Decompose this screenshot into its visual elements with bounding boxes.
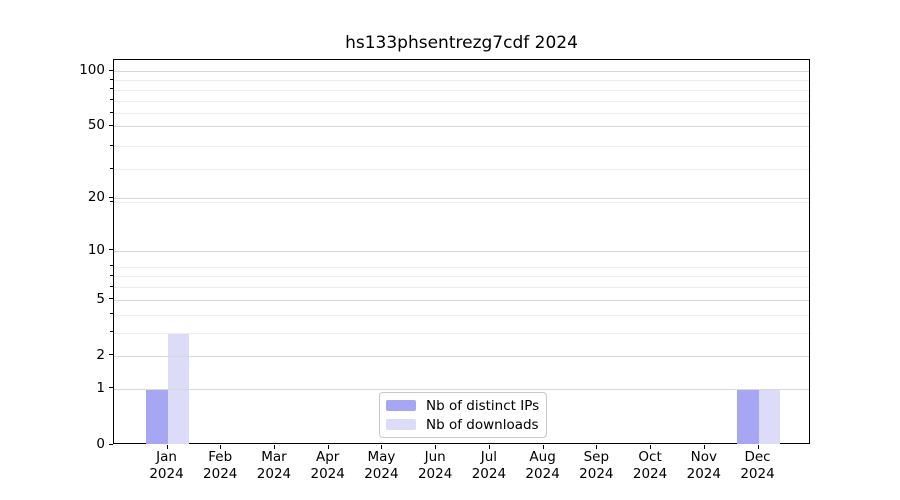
x-tick-mark [703,445,705,449]
x-tick-mark [488,445,490,449]
minor-gridline [114,202,809,204]
minor-gridline [114,80,809,82]
x-tick-mark [381,445,383,449]
x-tick-label-jul: Jul 2024 [471,449,507,482]
minor-gridline [114,100,809,102]
x-tick-label-nov: Nov 2024 [686,449,721,482]
x-tick-mark [166,445,168,449]
legend-label-distinct-ips: Nb of distinct IPs [426,397,540,414]
x-tick-label-sep: Sep 2024 [579,449,614,482]
minor-gridline [114,169,809,171]
y-tick-label: 10 [87,241,105,258]
minor-gridline [114,332,809,334]
minor-gridline [114,276,809,278]
plot-area [113,59,810,444]
major-gridline [114,388,809,390]
major-gridline [114,250,809,252]
bar-distinct-ips-dec [737,388,759,444]
minor-gridline [114,146,809,148]
x-tick-label-may: May 2024 [364,449,399,482]
x-tick-label-feb: Feb 2024 [203,449,238,482]
minor-gridline [114,314,809,316]
x-tick-mark [650,445,652,449]
x-tick-mark [327,445,329,449]
x-tick-mark [435,445,437,449]
x-tick-mark [273,445,275,449]
legend-item-distinct-ips: Nb of distinct IPs [386,398,546,414]
legend: Nb of distinct IPs Nb of downloads [379,392,547,438]
x-tick-label-apr: Apr 2024 [310,449,345,482]
x-tick-label-oct: Oct 2024 [632,449,668,482]
minor-gridline [114,287,809,289]
major-gridline [114,71,809,72]
y-tick-label: 20 [87,189,105,206]
y-tick-label: 100 [79,62,105,78]
x-tick-mark [757,445,759,449]
chart-title: hs133phsentrezg7cdf 2024 [345,33,578,53]
bar-distinct-ips-jan [146,388,168,444]
legend-swatch-distinct-ips [386,400,416,411]
gridlines-layer [114,60,809,443]
y-tick-label: 2 [96,346,105,363]
y-tick-label: 1 [96,379,105,396]
x-tick-label-mar: Mar 2024 [256,449,292,482]
y-tick-label: 0 [96,436,105,452]
legend-swatch-downloads [386,419,416,430]
legend-label-downloads: Nb of downloads [426,416,539,433]
major-gridline [114,198,809,200]
x-tick-mark [596,445,598,449]
x-tick-label-jan: Jan 2024 [149,449,184,482]
major-gridline [114,299,809,301]
minor-gridline [114,89,809,91]
major-gridline [114,355,809,357]
minor-gridline [114,113,809,115]
bar-downloads-jan [167,332,189,444]
y-tick-label: 50 [87,117,105,134]
legend-item-downloads: Nb of downloads [386,417,546,433]
bar-downloads-dec [758,388,781,444]
x-tick-mark [220,445,222,449]
x-tick-label-dec: Dec 2024 [740,449,775,482]
bars-layer [114,60,809,444]
major-gridline [114,126,809,128]
minor-gridline [114,266,809,268]
x-tick-mark [542,445,544,449]
x-tick-label-jun: Jun 2024 [417,449,453,482]
y-tick-label: 5 [96,290,105,307]
x-tick-label-aug: Aug 2024 [525,449,560,482]
